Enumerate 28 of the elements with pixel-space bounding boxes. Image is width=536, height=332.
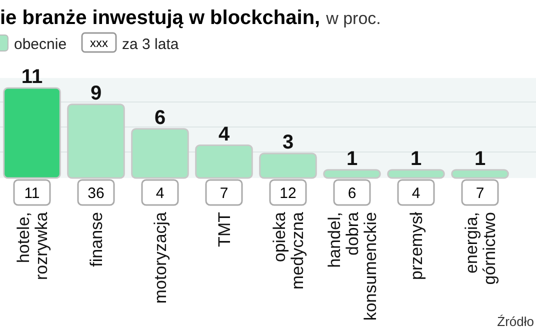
x-tick-label: opieka medyczna <box>270 211 307 290</box>
text: za 3 lata <box>122 36 180 53</box>
x-tick-label: finanse <box>87 212 106 267</box>
annotation: 4 <box>412 185 420 202</box>
chart-title: ie branże inwestują w blockchain, <box>0 7 320 29</box>
data-label: 1 <box>474 148 486 170</box>
annotation: 6 <box>348 185 356 202</box>
text: xxx <box>90 36 108 50</box>
x-tick-label: hotele, rozrywka <box>14 211 51 280</box>
annotation: 11 <box>24 185 40 202</box>
annotation: 4 <box>156 185 164 202</box>
chart-subtitle: w proc. <box>325 9 381 28</box>
annotation: 7 <box>476 185 484 202</box>
data-label: 1 <box>410 148 422 170</box>
data-label: 6 <box>154 106 166 129</box>
annotation: 12 <box>280 185 296 202</box>
data-label: 3 <box>282 131 294 154</box>
x-tick-label: motoryzacja <box>151 211 170 304</box>
legend-label: obecnie <box>14 36 67 53</box>
data-label: 9 <box>90 82 102 104</box>
annotation: 7 <box>220 185 228 202</box>
x-tick-label: przemysł <box>407 212 426 280</box>
x-tick-label: TMT <box>215 212 234 247</box>
annotation: 36 <box>88 185 104 202</box>
text: Źródło <box>497 314 534 329</box>
data-label: 11 <box>21 66 43 88</box>
data-label: 4 <box>218 123 230 146</box>
data-label: 1 <box>346 148 358 170</box>
